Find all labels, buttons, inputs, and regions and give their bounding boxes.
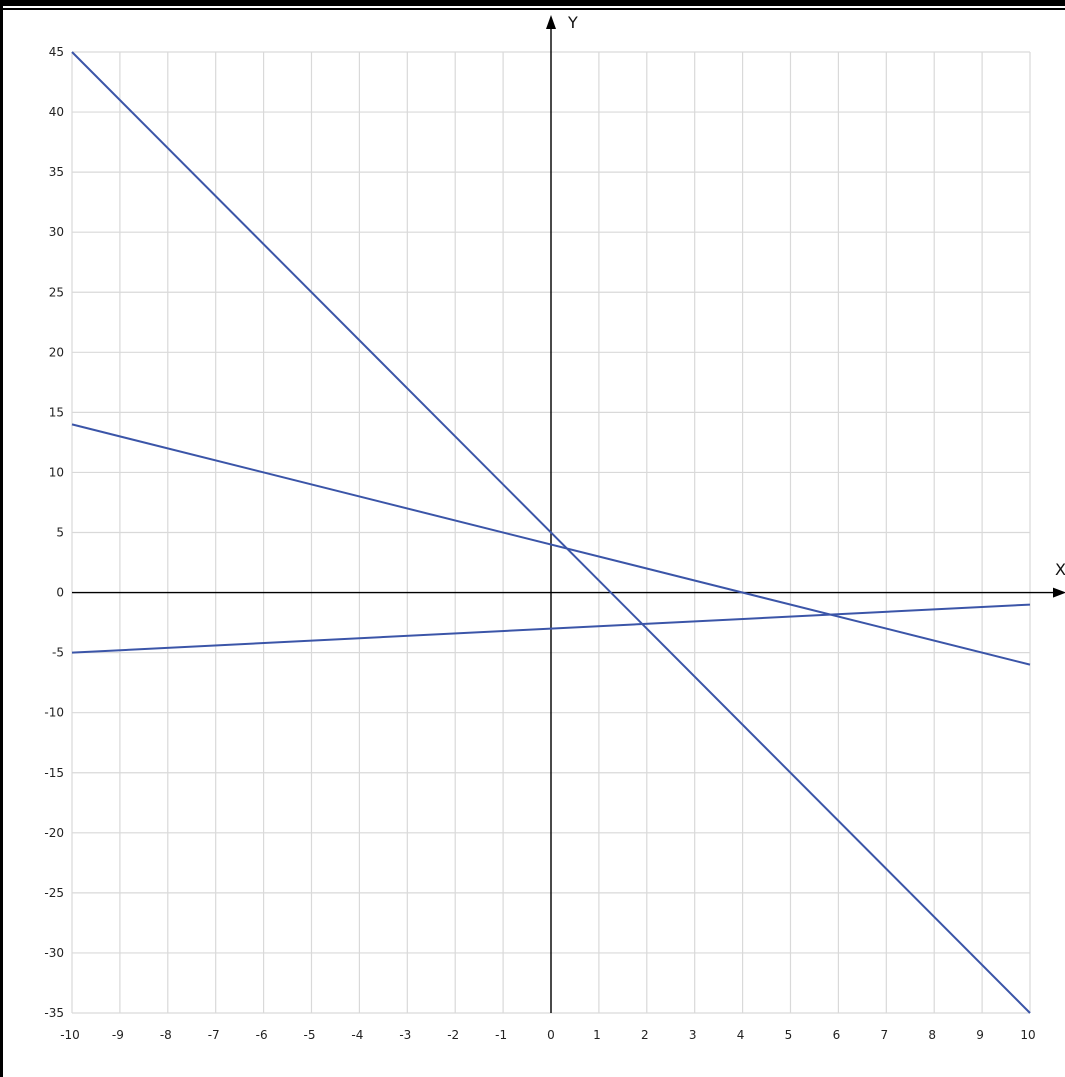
x-tick-label: 5 [785,1028,793,1042]
x-tick-labels: -10 -9 -8 -7 -6 -5 -4 -3 -2 -1 0 1 2 3 4 5 6 7 8 9 10 [60,1028,1035,1042]
x-axis-label: X [1055,560,1065,579]
y-axis-arrow [546,15,556,29]
y-tick-label: -5 [52,646,64,660]
x-tick-label: 8 [928,1028,936,1042]
y-tick-label: -30 [44,946,64,960]
x-tick-label: -5 [304,1028,316,1042]
x-tick-label: 2 [641,1028,649,1042]
x-tick-label: 4 [737,1028,745,1042]
axes [72,15,1065,1013]
x-tick-label: -6 [256,1028,268,1042]
top-border [0,0,1065,6]
y-axis-label: Y [567,13,578,32]
y-tick-label: 0 [56,586,64,600]
series-group [71,51,1031,1014]
series-line-1 [71,51,1031,1014]
y-tick-label: -15 [44,766,64,780]
x-tick-label: 7 [880,1028,888,1042]
y-tick-label: 30 [49,225,64,239]
x-tick-label: -7 [208,1028,220,1042]
y-tick-label: -25 [44,886,64,900]
x-tick-label: -3 [399,1028,411,1042]
x-tick-label: 3 [689,1028,697,1042]
x-tick-label: -1 [495,1028,507,1042]
series-line-3 [71,603,1031,654]
y-tick-label: -10 [44,706,64,720]
x-tick-label: 0 [547,1028,555,1042]
y-tick-label: -35 [44,1006,64,1020]
y-tick-label: -20 [44,826,64,840]
x-tick-label: -10 [60,1028,80,1042]
x-tick-label: 9 [976,1028,984,1042]
y-tick-label: 15 [49,405,64,419]
y-tick-labels: -35 -30 -25 -20 -15 -10 -5 0 5 10 15 20 25 30 35 40 45 [44,45,64,1020]
y-tick-label: 5 [56,526,64,540]
left-border [0,0,3,1077]
x-axis-arrow [1053,587,1065,598]
y-tick-label: 40 [49,105,64,119]
y-tick-label: 10 [49,465,64,479]
y-tick-label: 45 [49,45,64,59]
x-tick-label: 10 [1020,1028,1035,1042]
x-tick-label: -2 [447,1028,459,1042]
y-tick-label: 20 [49,345,64,359]
x-tick-label: -8 [160,1028,172,1042]
y-tick-label: 25 [49,285,64,299]
x-tick-label: 6 [833,1028,841,1042]
x-tick-label: -9 [112,1028,124,1042]
y-tick-label: 35 [49,165,64,179]
x-tick-label: -4 [351,1028,363,1042]
x-tick-label: 1 [593,1028,601,1042]
series-line-2 [71,423,1031,666]
top-border-inner [0,8,1065,10]
